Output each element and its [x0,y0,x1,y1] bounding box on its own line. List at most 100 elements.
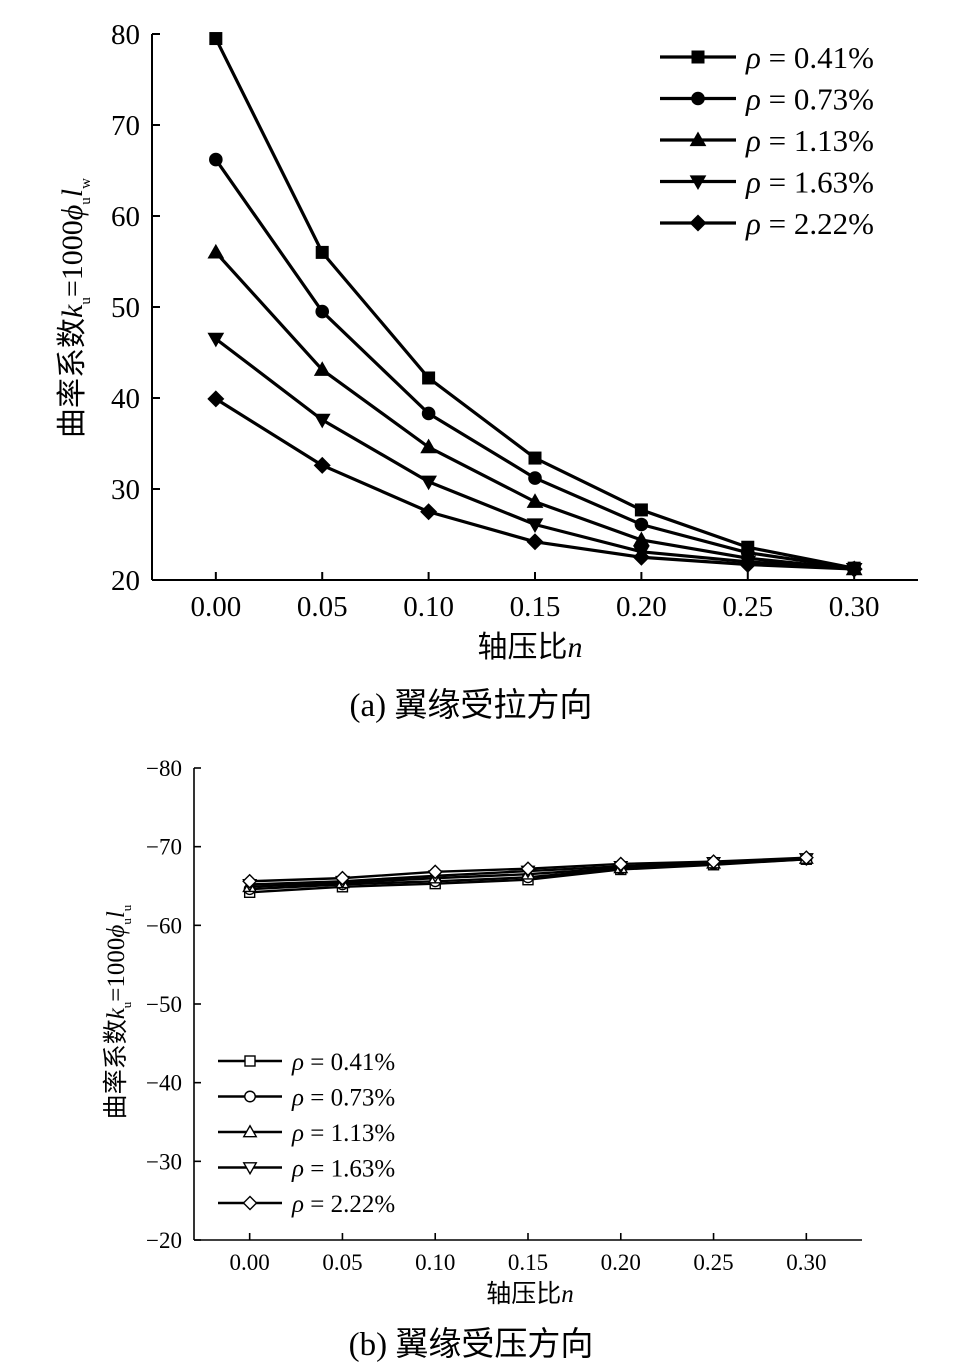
chart-a-data-point [207,390,225,408]
chart-a-y-tick-label: 60 [111,201,140,233]
chart-a-legend-item: ρ = 1.63% [660,164,874,199]
chart-a-legend: ρ = 0.41%ρ = 0.73%ρ = 1.13%ρ = 1.63%ρ = … [660,40,874,241]
chart-a-data-point [528,451,542,465]
chart-a-legend-text: = 2.22% [761,206,874,241]
chart-b-y-tick-label: −80 [146,756,182,781]
chart-a-data-point [315,245,329,259]
chart-b-legend-label: ρ = 1.13% [291,1120,395,1147]
chart-b-y-formula-k: k [103,1007,130,1019]
chart-b-legend-marker [242,1195,258,1211]
chart-a-series [207,32,863,578]
chart-b-legend-symbol: ρ [291,1084,304,1111]
chart-a-x-axis-title: 轴压比n [478,631,583,664]
chart-a-y-formula-l-sub: w [78,178,94,189]
chart-b-data-point [613,856,629,872]
chart-b-x-axis-label: 轴压比 [486,1280,561,1308]
chart-a-data-point [421,406,436,421]
chart-b-data-point [427,864,443,880]
chart-a-x-ticks: 0.00 0.05 0.10 0.15 0.20 0.25 0.30 [190,572,880,623]
chart-b-legend-label: ρ = 0.41% [291,1049,395,1076]
chart-a-data-point [739,556,757,574]
chart-a-x-axis-label: 轴压比 [478,631,568,664]
chart-b-y-tick-label: −60 [146,913,182,938]
chart-a-legend-marker [691,91,705,106]
chart-a-data-point [634,517,649,532]
chart-b-legend-item: ρ = 0.41% [218,1049,395,1076]
chart-a-y-formula-phi-sub: u [78,197,94,205]
chart-b-x-tick-label: 0.10 [415,1250,455,1275]
chart-a-x-tick-label: 0.20 [616,591,667,623]
chart-b-y-formula-l: l [103,911,130,918]
chart-b-data-point [706,854,722,870]
chart-b-y-formula-l-sub: u [119,904,134,911]
chart-b-data-point [334,870,350,886]
chart-a-data-point [313,413,331,429]
chart-a-data-point [207,243,225,259]
chart-b-y-tick-label: −70 [146,835,182,860]
chart-b-legend-text: = 2.22% [304,1191,395,1218]
chart-b-legend-symbol: ρ [291,1120,304,1147]
chart-a-y-formula-phi: ϕ [56,205,89,221]
chart-b-y-axis-title: 曲率系数ku=1000ϕulu [102,904,134,1119]
chart-b-y-formula-phi: ϕ [103,925,130,938]
chart-a-legend-symbol: ρ [745,206,761,241]
chart-a-data-point [528,471,542,485]
chart-a-data-point [420,475,437,491]
chart-a-data-point [634,503,648,517]
chart-b-caption: (b) 翼缘受压方向 [349,1326,594,1363]
chart-b-y-tick-label: −40 [146,1071,182,1096]
chart-b-x-axis-variable: n [561,1281,574,1308]
chart-b-legend-text: = 1.63% [304,1155,395,1182]
chart-a-x-tick-label: 0.30 [829,591,880,623]
chart-a-data-point [526,533,544,551]
chart-b-y-axis-label: 曲率系数 [102,1019,130,1119]
chart-a-data-point [209,32,223,46]
chart-a-legend-label: ρ = 2.22% [745,206,874,241]
chart-b-x-tick-label: 0.00 [230,1250,270,1275]
chart-a-legend-label: ρ = 1.13% [745,123,874,158]
chart-a-y-formula-k: k [56,304,89,318]
chart-a-data-point [633,531,650,547]
chart-a-legend-symbol: ρ [745,81,761,116]
chart-b-legend-marker [242,1162,258,1176]
chart-a-legend-item: ρ = 2.22% [660,206,874,241]
chart-b-legend-item: ρ = 1.13% [218,1120,395,1147]
chart-b-series [242,850,814,898]
chart-b-x-tick-label: 0.15 [508,1250,548,1275]
chart-b-legend-text: = 0.73% [304,1084,395,1111]
chart-a-legend-marker [689,175,707,191]
chart-b-x-axis-title: 轴压比n [486,1280,574,1308]
chart-b-data-point [242,873,258,889]
chart-b-data-point [798,850,814,866]
chart-a-data-point [207,332,225,348]
chart-b-legend-symbol: ρ [291,1155,304,1182]
chart-a-x-axis-variable: n [568,631,583,664]
chart-a-y-formula-l: l [56,189,89,197]
chart-a-legend-marker [691,50,705,64]
chart-a-y-axis-title: 曲率系数ku=1000ϕulw [56,178,94,438]
chart-a-legend-label: ρ = 0.41% [745,40,874,75]
chart-b-legend-item: ρ = 2.22% [218,1191,395,1218]
chart-a-x-tick-label: 0.25 [722,591,773,623]
chart-a-data-point [845,560,863,578]
chart-b-legend-symbol: ρ [291,1049,304,1076]
chart-a-y-tick-label: 70 [111,110,140,142]
chart-a-y-formula-rest: =1000 [56,220,89,297]
chart-a-series-line [214,37,855,570]
chart-b-legend-marker [244,1090,256,1103]
chart-b-x-tick-label: 0.20 [601,1250,641,1275]
chart-a-legend-symbol: ρ [745,164,761,199]
chart-a-y-tick-label: 50 [111,292,140,324]
chart-a-y-tick-label: 30 [111,474,140,506]
chart-b-y-tick-label: −20 [146,1228,182,1253]
chart-a-legend-marker [689,214,707,232]
chart-a-x-tick-label: 0.00 [190,591,241,623]
chart-b-legend-marker [242,1124,258,1138]
chart-b-x-tick-label: 0.05 [322,1250,362,1275]
chart-b-y-tick-label: −30 [146,1149,182,1174]
chart-a-legend-item: ρ = 0.73% [660,81,874,116]
chart-a-data-point [422,371,436,385]
chart-a-caption: (a) 翼缘受拉方向 [350,687,593,724]
